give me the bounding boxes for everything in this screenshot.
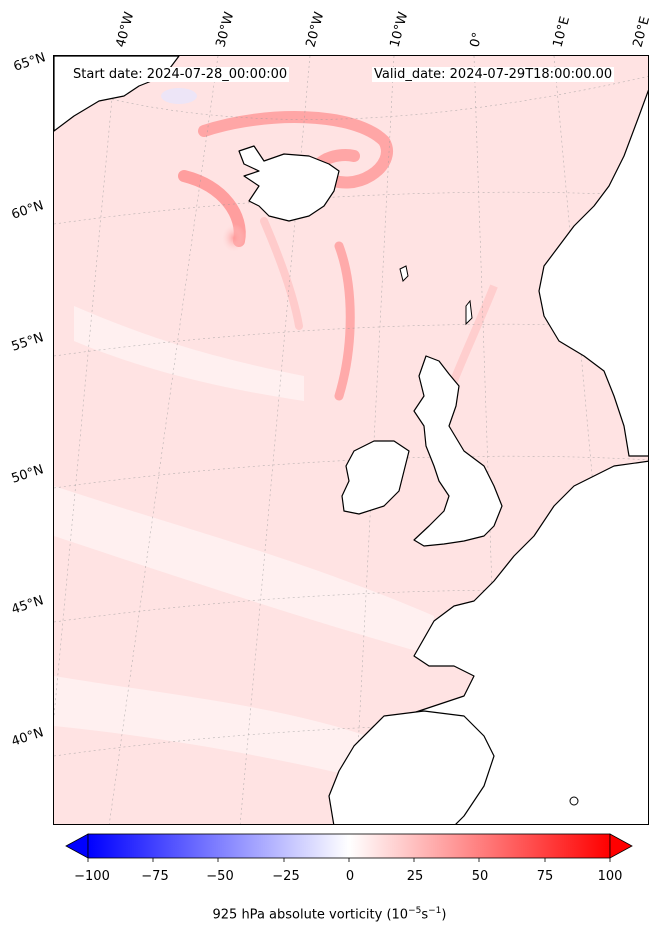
lat-label-55n: 55°N xyxy=(9,330,46,355)
lat-label-60n: 60°N xyxy=(9,198,46,223)
colorbar-tick-label: −50 xyxy=(206,869,234,884)
vorticity-band-mid xyxy=(260,217,303,330)
scandinavia-land xyxy=(538,89,648,457)
vorticity-band-south xyxy=(334,241,355,401)
lon-label-30w: 30°W xyxy=(213,10,238,49)
colorbar-tick-label: 100 xyxy=(597,869,623,884)
lon-label-40w: 40°W xyxy=(113,10,138,49)
light-band-2 xyxy=(54,676,394,786)
colorbar xyxy=(65,833,633,862)
negative-patch-1 xyxy=(161,88,197,104)
lon-label-20e: 20°E xyxy=(630,14,654,50)
vorticity-max xyxy=(222,224,246,252)
ireland-land xyxy=(341,440,410,515)
valid-date-label: Valid_date: 2024-07-29T18:00:00.00 xyxy=(372,67,615,82)
colorbar-tick-label: 50 xyxy=(471,869,489,884)
lon-label-10w: 10°W xyxy=(387,10,412,49)
colorbar-max-extend xyxy=(609,833,633,859)
light-band-1 xyxy=(54,486,434,656)
shetland-islands xyxy=(465,299,473,326)
colorbar-gradient xyxy=(87,833,611,859)
lon-label-10e: 10°E xyxy=(550,14,574,50)
colorbar-units-label: 925 hPa absolute vorticity (10−5s−1) xyxy=(212,906,447,923)
great-britain-land xyxy=(413,355,503,547)
colorbar-tick-label: −75 xyxy=(141,869,169,884)
colorbar-tick-label: 0 xyxy=(345,869,355,884)
faroe-islands xyxy=(399,265,409,282)
colorbar-tick-label: −100 xyxy=(74,869,110,884)
lon-label-20w: 20°W xyxy=(303,10,328,49)
lat-label-45n: 45°N xyxy=(9,593,46,618)
lat-label-50n: 50°N xyxy=(9,462,46,487)
lat-label-65n: 65°N xyxy=(11,50,48,75)
vorticity-map: Start date: 2024-07-28_00:00:00 Valid_da… xyxy=(53,55,649,825)
start-date-label: Start date: 2024-07-28_00:00:00 xyxy=(71,67,290,82)
colorbar-tick-label: −25 xyxy=(272,869,300,884)
colorbar-tick-label: 25 xyxy=(406,869,424,884)
lat-label-40n: 40°N xyxy=(9,725,46,750)
balearic-island xyxy=(569,796,579,806)
iberia-coast xyxy=(328,710,495,824)
colorbar-min-extend xyxy=(65,833,89,859)
light-band-3 xyxy=(74,306,304,401)
map-svg xyxy=(54,56,648,824)
colorbar-tick-label: 75 xyxy=(536,869,554,884)
colorbar-ticks xyxy=(87,858,611,862)
iceland-land xyxy=(238,145,340,222)
lon-label-0: 0° xyxy=(467,30,486,49)
